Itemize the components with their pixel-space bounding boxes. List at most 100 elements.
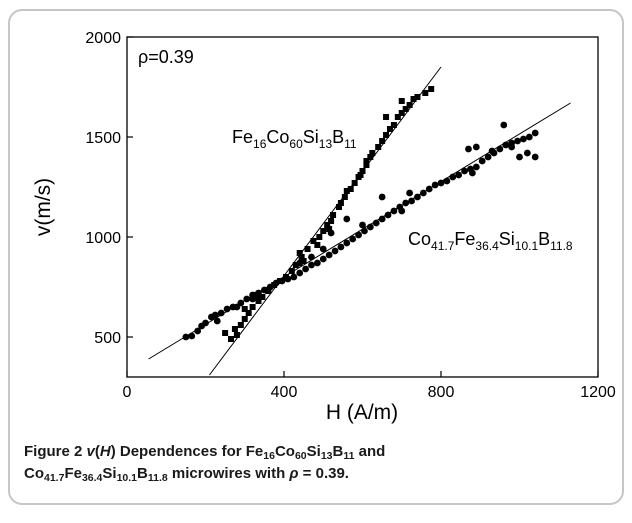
point-square [351,180,358,186]
point-circle [272,279,280,287]
figure-caption: Figure 2 v(H) Dependences for Fe16Co60Si… [24,443,386,485]
point-square [337,200,344,206]
point-circle [398,207,406,215]
point-circle [378,193,386,201]
point-circle [465,145,472,153]
point-square [330,212,337,218]
point-circle [343,215,351,223]
series-label-fe16co60: Fe16Co60Si13B11 [232,127,357,151]
point-circle [361,227,368,235]
point-square [300,258,307,264]
y-axis-label: v(m/s) [32,178,55,236]
point-circle [213,317,221,325]
point-circle [278,277,286,285]
figure-panel: 0 400 800 1200 500 1000 1500 2000 ρ=0.39 Fe16Co… [8,9,624,505]
point-circle [296,269,304,277]
point-circle [437,179,445,187]
point-square [414,94,421,100]
point-circle [516,153,523,161]
point-circle [217,309,225,317]
point-square [245,310,252,316]
point-square [233,332,240,338]
point-square [383,114,390,120]
point-square [341,194,348,200]
point-circle [313,259,321,267]
point-circle [327,229,335,237]
point-square [410,96,417,102]
point-square [422,90,429,96]
point-circle [308,261,315,269]
point-circle [408,197,415,205]
point-square [255,298,262,304]
point-circle [384,211,392,219]
point-circle [472,143,480,151]
point-circle [233,303,241,311]
point-square [398,98,405,104]
point-circle [414,193,421,201]
chart: 0 400 800 1200 500 1000 1500 2000 ρ=0.39 Fe16Co… [32,30,616,424]
point-circle [406,189,413,197]
point-square [304,246,311,252]
point-circle [469,169,476,177]
point-square [228,336,235,342]
point-circle [325,251,333,259]
point-circle [472,163,480,171]
point-square [288,268,295,274]
point-circle [296,259,304,267]
point-circle [249,295,256,303]
y-tick-label: 1000 [85,230,121,247]
point-circle [243,295,251,303]
point-square [237,322,244,328]
y-tick-label: 1500 [85,130,121,147]
point-circle [484,153,492,161]
point-circle [508,143,516,151]
point-square [386,126,393,132]
point-square [298,254,305,260]
point-circle [302,265,309,273]
point-circle [331,247,339,255]
point-circle [202,319,209,327]
point-square [259,294,266,300]
point-square [343,188,350,194]
point-square [367,154,374,160]
point-circle [523,149,531,157]
point-square [314,242,321,248]
point-circle [531,153,539,161]
point-circle [378,215,386,223]
x-tick-label: 400 [271,384,298,401]
point-circle [443,177,451,185]
point-square [398,110,405,116]
point-square [328,218,335,224]
point-circle [488,147,496,155]
point-circle [500,121,508,129]
point-circle [319,255,327,263]
point-circle [525,133,533,141]
plot-frame [126,36,599,378]
point-circle [266,283,274,291]
point-circle [431,181,439,189]
point-square [402,106,409,112]
point-circle [455,171,463,179]
point-square [292,262,299,268]
point-circle [255,289,262,297]
x-tick-label: 800 [428,384,455,401]
point-square [394,114,401,120]
point-square [369,150,376,156]
rho-annotation: ρ=0.39 [138,47,194,67]
point-circle [343,239,351,247]
point-circle [520,135,527,143]
point-circle [496,145,504,153]
point-circle [502,141,510,149]
point-square [363,158,370,164]
point-square [231,326,238,332]
point-square [310,238,317,244]
point-square [241,306,248,312]
point-circle [223,305,231,313]
caption-func: v(H) [86,443,116,460]
point-square [428,86,435,92]
x-tick-label: 0 [123,384,132,401]
x-axis-label: H (A/m) [326,401,398,424]
point-circle [337,243,345,251]
data-points [182,86,539,342]
point-square [241,316,248,322]
